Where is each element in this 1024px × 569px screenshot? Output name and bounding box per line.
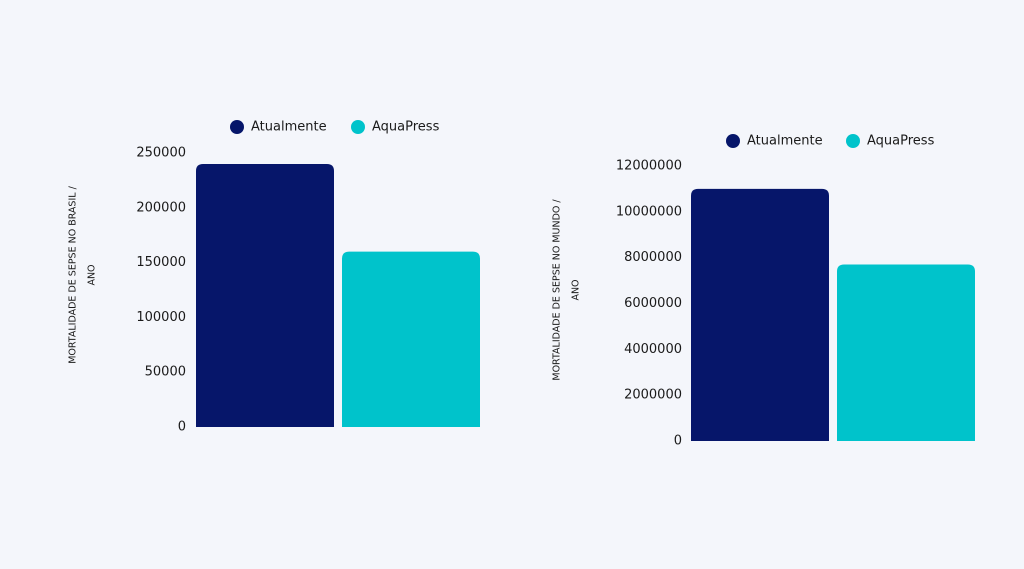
y-tick-label: 0 xyxy=(178,420,186,435)
y-tick-label: 0 xyxy=(674,434,682,449)
y-tick-label: 6000000 xyxy=(624,296,682,311)
y-tick-label: 50000 xyxy=(145,365,186,380)
legend-label: AquaPress xyxy=(372,120,440,135)
y-axis-label-line: ANO xyxy=(571,279,582,300)
y-axis-label-line: MORTALIDADE DE SEPSE NO MUNDO / xyxy=(552,199,563,381)
legend-marker xyxy=(230,120,244,134)
y-tick-label: 2000000 xyxy=(624,388,682,403)
y-axis-label: MORTALIDADE DE SEPSE NO BRASIL / ANO xyxy=(68,185,98,363)
bar xyxy=(837,264,975,441)
y-tick-label: 10000000 xyxy=(616,204,682,219)
y-tick-label: 4000000 xyxy=(624,342,682,357)
legend-marker xyxy=(726,134,740,148)
y-tick-label: 100000 xyxy=(136,310,186,325)
y-axis-label-line: ANO xyxy=(87,264,98,285)
legend-label: AquaPress xyxy=(867,134,935,149)
bar xyxy=(342,251,480,427)
legend-label: Atualmente xyxy=(251,120,327,135)
legend-marker xyxy=(846,134,860,148)
bar xyxy=(196,163,334,427)
y-tick-label: 12000000 xyxy=(616,159,682,174)
legend-marker xyxy=(351,120,365,134)
bar xyxy=(691,188,829,441)
legend-label: Atualmente xyxy=(747,134,823,149)
y-tick-label: 250000 xyxy=(136,146,186,161)
y-tick-label: 150000 xyxy=(136,255,186,270)
y-axis-label-line: MORTALIDADE DE SEPSE NO BRASIL / xyxy=(68,185,79,363)
y-tick-label: 8000000 xyxy=(624,250,682,265)
y-tick-label: 200000 xyxy=(136,200,186,215)
y-axis-label: MORTALIDADE DE SEPSE NO MUNDO / ANO xyxy=(552,199,582,381)
